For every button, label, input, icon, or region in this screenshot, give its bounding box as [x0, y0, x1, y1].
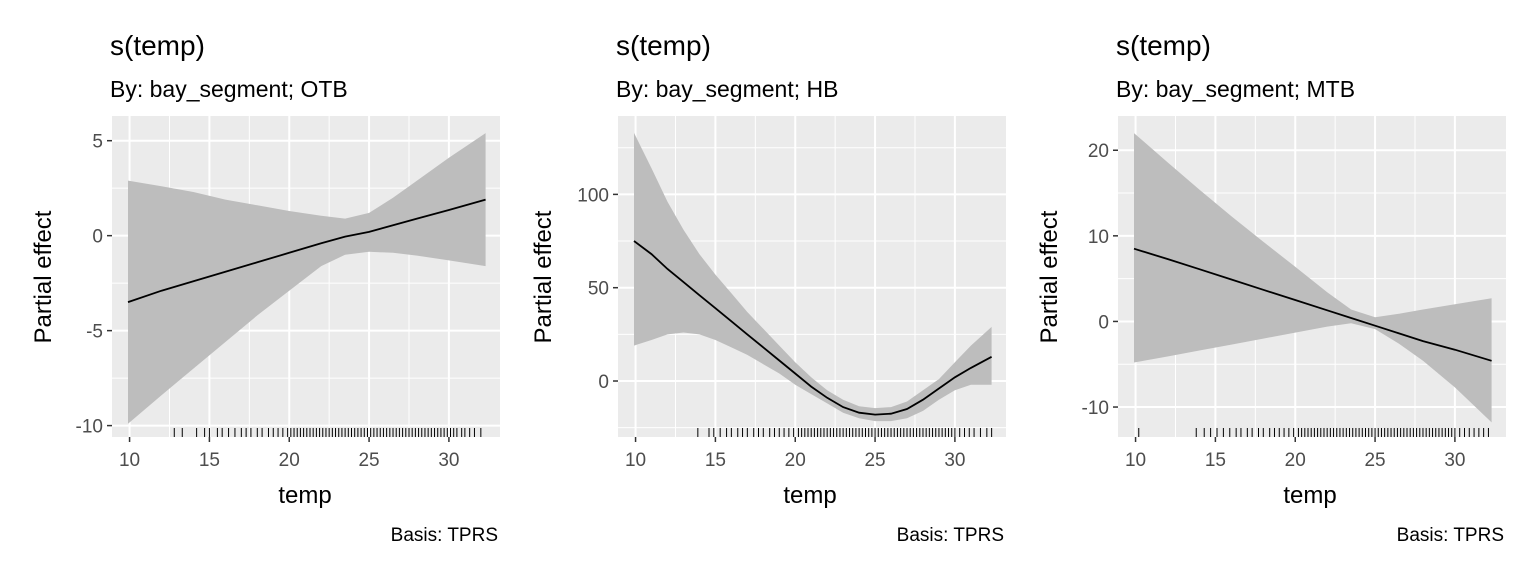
basis-caption: Basis: TPRS — [391, 525, 498, 546]
chart-panel-hb: s(temp) By: bay_segment; HB temp Partial… — [530, 30, 1006, 546]
basis-caption: Basis: TPRS — [1397, 525, 1504, 546]
y-tick-label: 0 — [598, 372, 609, 393]
panel-title: s(temp) — [616, 30, 711, 61]
x-tick-label: 15 — [705, 450, 726, 471]
x-axis-label: temp — [783, 482, 836, 509]
x-tick-label: 20 — [785, 450, 806, 471]
x-tick-label: 30 — [944, 450, 965, 471]
x-tick-label: 10 — [625, 450, 646, 471]
x-tick-label: 15 — [1205, 450, 1226, 471]
confidence-ribbon — [128, 133, 486, 424]
y-tick-label: 0 — [1098, 312, 1109, 333]
x-tick-label: 25 — [864, 450, 885, 471]
chart-panel-mtb: s(temp) By: bay_segment; MTB temp Partia… — [1036, 30, 1506, 546]
y-axis-label: Partial effect — [1036, 210, 1063, 343]
x-tick-label: 30 — [1444, 450, 1465, 471]
x-tick-label: 30 — [438, 450, 459, 471]
smooth-line — [127, 198, 486, 303]
x-tick-label: 10 — [119, 450, 140, 471]
smooth-line — [633, 240, 993, 416]
y-tick-label: -10 — [1082, 398, 1109, 419]
y-tick-label: -5 — [86, 322, 103, 343]
panel-subtitle: By: bay_segment; MTB — [1116, 76, 1355, 102]
x-axis-label: temp — [1283, 482, 1336, 509]
panel-title: s(temp) — [1116, 30, 1211, 61]
y-tick-label: 0 — [92, 227, 103, 248]
x-tick-label: 25 — [1364, 450, 1385, 471]
y-tick-label: 10 — [1088, 227, 1109, 248]
y-tick-label: 5 — [92, 132, 103, 153]
panel-subtitle: By: bay_segment; OTB — [110, 76, 348, 102]
confidence-ribbon — [1134, 133, 1492, 423]
x-tick-label: 15 — [199, 450, 220, 471]
panel-title: s(temp) — [110, 30, 205, 61]
panel-subtitle: By: bay_segment; HB — [616, 76, 838, 102]
chart-panel-otb: s(temp) By: bay_segment; OTB temp Partia… — [30, 30, 500, 546]
smooth-line — [1133, 247, 1492, 362]
x-tick-label: 25 — [358, 450, 379, 471]
y-tick-label: 50 — [588, 279, 609, 300]
confidence-ribbon — [634, 132, 992, 422]
x-tick-label: 10 — [1125, 450, 1146, 471]
x-tick-label: 20 — [279, 450, 300, 471]
y-axis-label: Partial effect — [30, 210, 57, 343]
y-tick-label: 20 — [1088, 141, 1109, 162]
x-tick-label: 20 — [1285, 450, 1306, 471]
y-axis-label: Partial effect — [530, 210, 557, 343]
y-tick-label: -10 — [76, 417, 103, 438]
y-tick-label: 100 — [577, 185, 609, 206]
x-axis-label: temp — [278, 482, 331, 509]
basis-caption: Basis: TPRS — [897, 525, 1004, 546]
